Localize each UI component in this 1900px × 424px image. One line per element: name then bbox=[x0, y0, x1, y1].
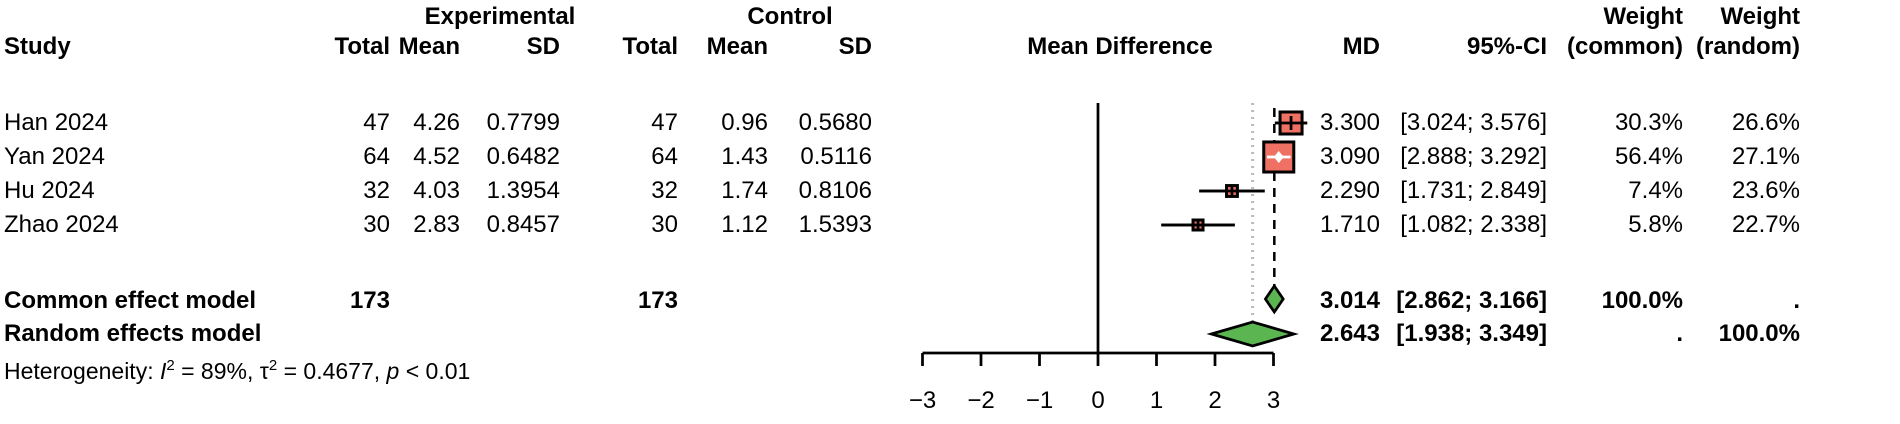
heterogeneity-segment: τ bbox=[259, 358, 269, 384]
header-md: MD bbox=[1342, 33, 1380, 60]
header-study: Study bbox=[4, 33, 71, 60]
summary-weight-common: 100.0% bbox=[1601, 287, 1683, 314]
x-axis-tick-label: −3 bbox=[909, 387, 936, 414]
x-axis-tick-label: −2 bbox=[967, 387, 994, 414]
summary-weight-common: . bbox=[1676, 320, 1683, 347]
ctl-total-value: 30 bbox=[651, 211, 678, 238]
weight-common-value: 56.4% bbox=[1614, 143, 1683, 170]
ci-value: [3.024; 3.576] bbox=[1400, 109, 1547, 136]
summary-weight-random: 100.0% bbox=[1718, 320, 1800, 347]
header-group-experimental: Experimental bbox=[424, 3, 576, 30]
random-effects-diamond bbox=[1206, 320, 1299, 348]
x-axis-tick-label: 1 bbox=[1150, 387, 1163, 414]
ctl-sd-value: 1.5393 bbox=[798, 211, 872, 238]
weight-common-value: 5.8% bbox=[1628, 211, 1683, 238]
summary-md-value: 2.643 bbox=[1319, 320, 1380, 347]
exp-total-value: 47 bbox=[363, 109, 390, 136]
x-axis-tick-label: −1 bbox=[1026, 387, 1053, 414]
exp-mean-value: 4.52 bbox=[413, 143, 460, 170]
exp-sd-value: 0.7799 bbox=[486, 109, 560, 136]
weight-random-value: 23.6% bbox=[1731, 177, 1800, 204]
header-ci: 95%-CI bbox=[1466, 33, 1547, 60]
ctl-mean-value: 1.12 bbox=[721, 211, 768, 238]
md-value: 2.290 bbox=[1319, 177, 1380, 204]
md-value: 3.090 bbox=[1319, 143, 1380, 170]
weight-random-value: 27.1% bbox=[1731, 143, 1800, 170]
weight-random-value: 22.7% bbox=[1731, 211, 1800, 238]
x-axis-tick-label: 2 bbox=[1208, 387, 1221, 414]
summary-ctl-total: 173 bbox=[637, 287, 678, 314]
heterogeneity-segment: < 0.01 bbox=[399, 358, 471, 384]
common-effect-diamond bbox=[1263, 283, 1285, 315]
summary-weight-random: . bbox=[1793, 287, 1800, 314]
ci-value: [2.888; 3.292] bbox=[1400, 143, 1547, 170]
ctl-total-value: 32 bbox=[651, 177, 678, 204]
header-weight-random-line1: Weight bbox=[1720, 3, 1800, 30]
ci-value: [1.082; 2.338] bbox=[1400, 211, 1547, 238]
exp-sd-value: 1.3954 bbox=[486, 177, 560, 204]
summary-exp-total: 173 bbox=[349, 287, 390, 314]
ctl-sd-value: 0.5680 bbox=[798, 109, 872, 136]
ctl-total-value: 47 bbox=[651, 109, 678, 136]
md-value: 1.710 bbox=[1319, 211, 1380, 238]
x-axis-tick-label: 3 bbox=[1267, 387, 1280, 414]
heterogeneity-segment: I bbox=[159, 358, 167, 384]
heterogeneity-segment: p bbox=[386, 358, 400, 384]
heterogeneity-note: Heterogeneity: I2 = 89%, τ2 = 0.4677, p … bbox=[4, 356, 470, 386]
study-label: Yan 2024 bbox=[4, 143, 105, 170]
summary-md-value: 3.014 bbox=[1319, 287, 1380, 314]
heterogeneity-segment: 2 bbox=[166, 357, 175, 374]
header-weight-common-line2: (common) bbox=[1567, 33, 1683, 60]
header-exp-total: Total bbox=[334, 33, 390, 60]
summary-ci-value: [1.938; 3.349] bbox=[1396, 320, 1547, 347]
exp-total-value: 30 bbox=[363, 211, 390, 238]
header-ctl-sd: SD bbox=[838, 33, 872, 60]
ctl-mean-value: 1.43 bbox=[721, 143, 768, 170]
exp-total-value: 32 bbox=[363, 177, 390, 204]
ctl-mean-value: 0.96 bbox=[721, 109, 768, 136]
header-exp-sd: SD bbox=[526, 33, 560, 60]
summary-model-label: Common effect model bbox=[4, 287, 257, 314]
ctl-mean-value: 1.74 bbox=[721, 177, 768, 204]
weight-random-value: 26.6% bbox=[1731, 109, 1800, 136]
header-ctl-total: Total bbox=[622, 33, 678, 60]
heterogeneity-segment: 2 bbox=[268, 357, 278, 374]
header-weight-common-line1: Weight bbox=[1603, 3, 1683, 30]
study-label: Hu 2024 bbox=[4, 177, 95, 204]
exp-mean-value: 4.03 bbox=[413, 177, 460, 204]
header-mean-difference: Mean Difference bbox=[1027, 33, 1213, 60]
weight-common-value: 30.3% bbox=[1614, 109, 1683, 136]
ctl-sd-value: 0.8106 bbox=[798, 177, 872, 204]
exp-total-value: 64 bbox=[363, 143, 390, 170]
ci-value: [1.731; 2.849] bbox=[1400, 177, 1547, 204]
exp-sd-value: 0.6482 bbox=[486, 143, 560, 170]
study-label: Zhao 2024 bbox=[4, 211, 119, 238]
ctl-total-value: 64 bbox=[651, 143, 678, 170]
heterogeneity-segment: = 89%, bbox=[174, 358, 260, 384]
header-weight-random-line2: (random) bbox=[1696, 33, 1800, 60]
heterogeneity-segment: = 0.4677, bbox=[277, 358, 387, 384]
header-group-control: Control bbox=[747, 3, 833, 30]
heterogeneity-segment: Heterogeneity: bbox=[4, 358, 160, 384]
weight-common-value: 7.4% bbox=[1628, 177, 1683, 204]
summary-ci-value: [2.862; 3.166] bbox=[1396, 287, 1547, 314]
header-exp-mean: Mean bbox=[398, 33, 460, 60]
study-label: Han 2024 bbox=[4, 109, 109, 136]
exp-mean-value: 4.26 bbox=[413, 109, 460, 136]
exp-mean-value: 2.83 bbox=[413, 211, 460, 238]
exp-sd-value: 0.8457 bbox=[486, 211, 560, 238]
md-value: 3.300 bbox=[1319, 109, 1380, 136]
point-estimate-marker bbox=[1273, 151, 1284, 163]
header-ctl-mean: Mean bbox=[706, 33, 768, 60]
ctl-sd-value: 0.5116 bbox=[800, 143, 872, 170]
x-axis-tick-label: 0 bbox=[1091, 387, 1104, 414]
summary-model-label: Random effects model bbox=[4, 320, 262, 347]
